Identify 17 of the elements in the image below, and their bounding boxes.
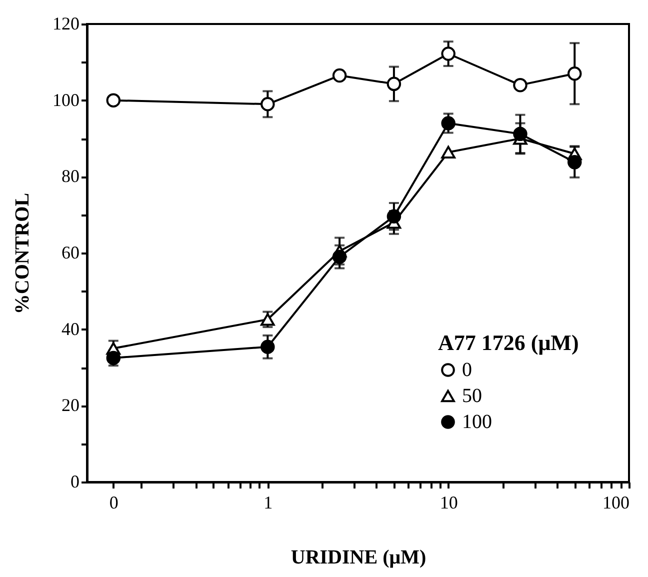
x-tick-label: 100 xyxy=(602,492,630,512)
legend-label: 100 xyxy=(462,411,492,433)
y-axis-title: %CONTROL xyxy=(12,192,34,314)
x-tick-label: 10 xyxy=(440,492,458,512)
legend-label: 0 xyxy=(462,359,472,381)
legend-title: A77 1726 (μM) xyxy=(438,330,579,355)
x-axis-title: URIDINE (μM) xyxy=(290,546,426,568)
y-tick-label: 40 xyxy=(62,318,80,339)
legend-label: 50 xyxy=(462,385,482,407)
y-tick-label: 20 xyxy=(62,395,80,416)
x-tick-label: 0 xyxy=(109,492,118,512)
x-tick-label: 1 xyxy=(264,492,273,512)
y-tick-label: 60 xyxy=(62,242,80,262)
y-tick-label: 80 xyxy=(62,166,80,186)
y-tick-label: 120 xyxy=(52,14,80,34)
y-tick-label: 100 xyxy=(52,90,80,110)
y-tick-label: 0 xyxy=(70,472,80,492)
